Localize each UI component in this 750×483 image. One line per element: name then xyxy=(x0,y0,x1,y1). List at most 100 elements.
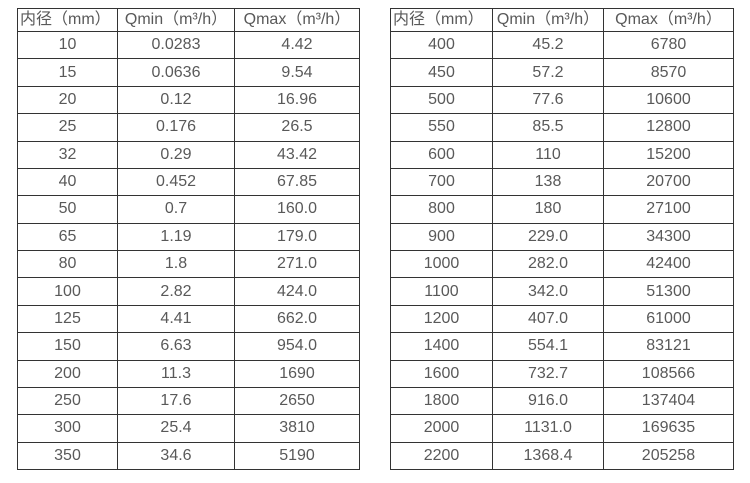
table-cell: 11.3 xyxy=(117,359,235,388)
table-cell: 229.0 xyxy=(492,222,604,252)
table-row: 900 229.0 34300 xyxy=(390,222,734,252)
table-cell: 900 xyxy=(390,222,493,252)
table-cell: 1368.4 xyxy=(492,441,604,471)
table-cell: 350 xyxy=(17,441,118,471)
table-cell: 40 xyxy=(17,167,118,197)
table-cell: 205258 xyxy=(603,441,734,471)
table-row: 600 110 15200 xyxy=(390,140,734,169)
table-cell: 6.63 xyxy=(117,332,235,361)
table-row: 80 1.8 271.0 xyxy=(17,249,360,279)
table-cell: 662.0 xyxy=(234,304,360,334)
table-row: 1600 732.7 108566 xyxy=(390,359,734,388)
table-row: 200 11.3 1690 xyxy=(17,359,360,388)
table-row: 1100 342.0 51300 xyxy=(390,277,734,306)
table-cell: 3810 xyxy=(234,414,360,443)
table-cell: 916.0 xyxy=(492,386,604,416)
table-cell: 65 xyxy=(17,222,118,252)
table-cell: 4.42 xyxy=(234,30,360,60)
table-cell: 0.0283 xyxy=(117,30,235,60)
table-cell: 45.2 xyxy=(492,30,604,60)
table-row: 50 0.7 160.0 xyxy=(17,195,360,224)
table-cell: 1200 xyxy=(390,304,493,334)
table-cell: 6780 xyxy=(603,30,734,60)
table-cell: 500 xyxy=(390,85,493,115)
flow-table-large-diameters: 内径（mm） Qmin（m³/h） Qmax（m³/h） 400 45.2 6780… xyxy=(390,8,734,471)
table-cell: 27100 xyxy=(603,195,734,224)
table-cell: 34.6 xyxy=(117,441,235,471)
table-cell: 424.0 xyxy=(234,277,360,306)
table-cell: 2650 xyxy=(234,386,360,416)
table-cell: 110 xyxy=(492,140,604,169)
table-cell: 2.82 xyxy=(117,277,235,306)
table-cell: 282.0 xyxy=(492,249,604,279)
table-cell: 0.7 xyxy=(117,195,235,224)
table-cell: 83121 xyxy=(603,332,734,361)
table-cell: 600 xyxy=(390,140,493,169)
col-header-qmin: Qmin（m³/h） xyxy=(492,8,604,32)
table-row: 300 25.4 3810 xyxy=(17,414,360,443)
table-cell: 450 xyxy=(390,58,493,87)
table-cell: 10 xyxy=(17,30,118,60)
table-cell: 1800 xyxy=(390,386,493,416)
table-cell: 42400 xyxy=(603,249,734,279)
table-cell: 61000 xyxy=(603,304,734,334)
table-cell: 25.4 xyxy=(117,414,235,443)
table-row: 1200 407.0 61000 xyxy=(390,304,734,334)
table-cell: 12800 xyxy=(603,113,734,142)
table-row: 10 0.0283 4.42 xyxy=(17,30,360,60)
table-row: 400 45.2 6780 xyxy=(390,30,734,60)
table-cell: 138 xyxy=(492,167,604,197)
table-cell: 67.85 xyxy=(234,167,360,197)
table-cell: 160.0 xyxy=(234,195,360,224)
table-cell: 16.96 xyxy=(234,85,360,115)
table-row: 800 180 27100 xyxy=(390,195,734,224)
header-row: 内径（mm） Qmin（m³/h） Qmax（m³/h） xyxy=(390,8,734,32)
table-cell: 0.12 xyxy=(117,85,235,115)
table-cell: 32 xyxy=(17,140,118,169)
table-row: 1000 282.0 42400 xyxy=(390,249,734,279)
header-row: 内径（mm） Qmin（m³/h） Qmax（m³/h） xyxy=(17,8,360,32)
table-cell: 43.42 xyxy=(234,140,360,169)
table-cell: 8570 xyxy=(603,58,734,87)
table-cell: 0.0636 xyxy=(117,58,235,87)
table-cell: 5190 xyxy=(234,441,360,471)
table-cell: 9.54 xyxy=(234,58,360,87)
table-cell: 1100 xyxy=(390,277,493,306)
col-header-qmax: Qmax（m³/h） xyxy=(234,8,360,32)
table-cell: 25 xyxy=(17,113,118,142)
table-cell: 1.8 xyxy=(117,249,235,279)
table-cell: 1000 xyxy=(390,249,493,279)
col-header-qmin: Qmin（m³/h） xyxy=(117,8,235,32)
table-cell: 0.29 xyxy=(117,140,235,169)
table-cell: 200 xyxy=(17,359,118,388)
table-cell: 400 xyxy=(390,30,493,60)
col-header-inner-diameter: 内径（mm） xyxy=(17,8,118,32)
table-row: 125 4.41 662.0 xyxy=(17,304,360,334)
table-cell: 0.176 xyxy=(117,113,235,142)
table-row: 500 77.6 10600 xyxy=(390,85,734,115)
table-cell: 1.19 xyxy=(117,222,235,252)
table-cell: 732.7 xyxy=(492,359,604,388)
table-row: 150 6.63 954.0 xyxy=(17,332,360,361)
flow-table-small-diameters: 内径（mm） Qmin（m³/h） Qmax（m³/h） 10 0.0283 4.4… xyxy=(17,8,360,471)
table-row: 40 0.452 67.85 xyxy=(17,167,360,197)
table-row: 15 0.0636 9.54 xyxy=(17,58,360,87)
table-cell: 1131.0 xyxy=(492,414,604,443)
table-row: 450 57.2 8570 xyxy=(390,58,734,87)
table-cell: 26.5 xyxy=(234,113,360,142)
table-cell: 2200 xyxy=(390,441,493,471)
table-row: 1800 916.0 137404 xyxy=(390,386,734,416)
table-cell: 550 xyxy=(390,113,493,142)
table-row: 2200 1368.4 205258 xyxy=(390,441,734,471)
table-cell: 250 xyxy=(17,386,118,416)
table-cell: 0.452 xyxy=(117,167,235,197)
table-cell: 2000 xyxy=(390,414,493,443)
table-row: 65 1.19 179.0 xyxy=(17,222,360,252)
table-row: 550 85.5 12800 xyxy=(390,113,734,142)
table-row: 250 17.6 2650 xyxy=(17,386,360,416)
table-cell: 179.0 xyxy=(234,222,360,252)
table-cell: 15 xyxy=(17,58,118,87)
table-cell: 300 xyxy=(17,414,118,443)
table-cell: 20700 xyxy=(603,167,734,197)
